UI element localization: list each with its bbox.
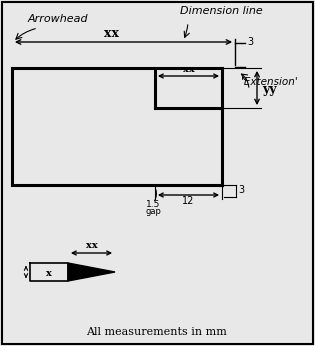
Text: 'Extension': 'Extension' [241, 77, 298, 87]
Text: gap: gap [145, 207, 161, 216]
Polygon shape [68, 263, 115, 281]
Text: Arrowhead: Arrowhead [28, 14, 89, 24]
Text: xx: xx [183, 65, 194, 74]
Text: 12: 12 [182, 196, 195, 206]
Text: Dimension line: Dimension line [180, 6, 263, 16]
Text: 3: 3 [247, 37, 253, 47]
Text: xx: xx [104, 27, 119, 40]
Text: 3: 3 [238, 185, 244, 195]
Text: xx: xx [86, 241, 97, 250]
Text: x: x [46, 268, 52, 277]
Text: 1.5: 1.5 [146, 200, 160, 209]
Text: yy: yy [262, 83, 277, 97]
Text: All measurements in mm: All measurements in mm [87, 327, 227, 337]
